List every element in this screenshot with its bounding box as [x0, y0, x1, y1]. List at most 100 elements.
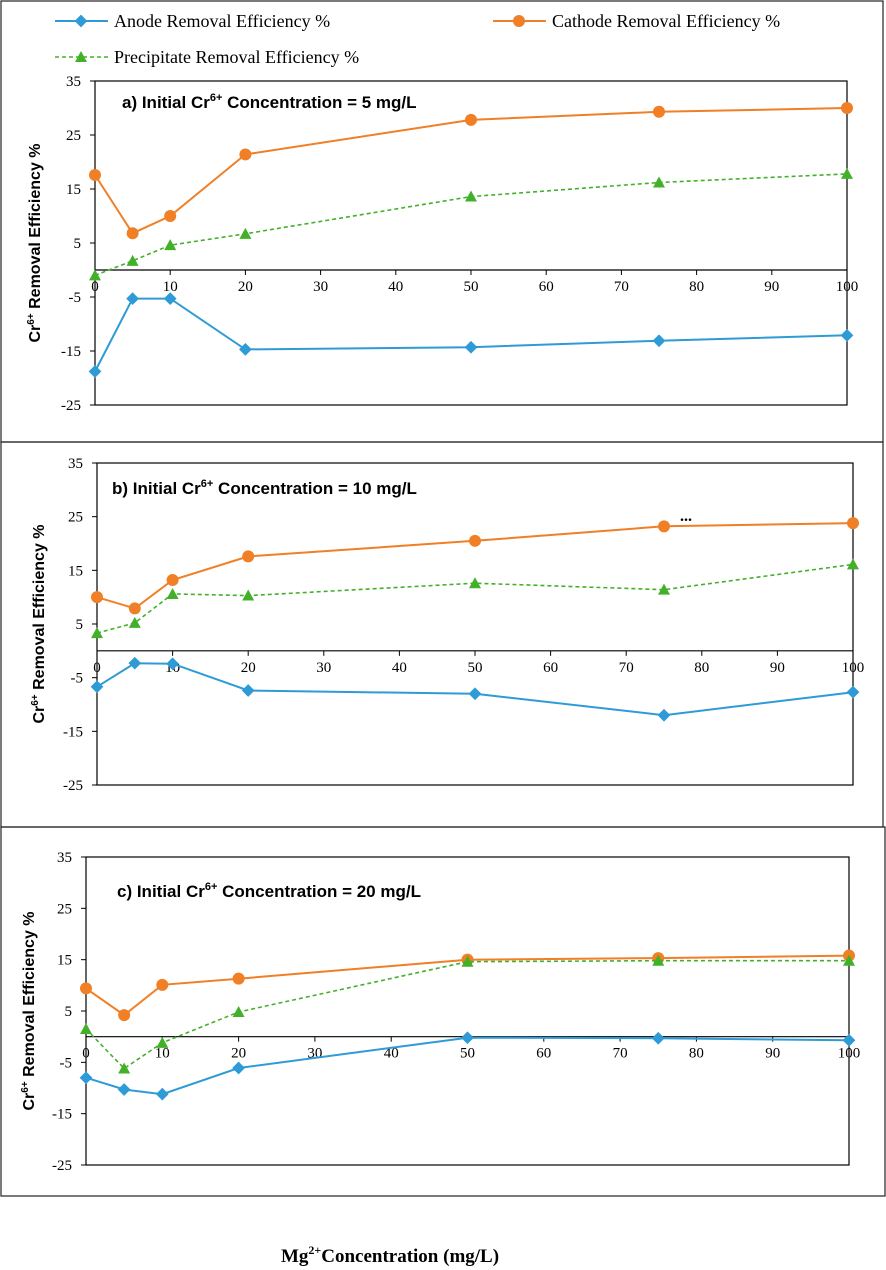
cathode-point	[126, 227, 139, 240]
y-tick-label: -15	[63, 724, 83, 740]
y-tick-label: 5	[65, 1004, 73, 1020]
x-tick-label: 70	[619, 660, 634, 676]
precipitate-point	[164, 239, 177, 251]
precipitate-point	[80, 1022, 92, 1034]
annotation-suffix: Concentration = 20 mg/L	[217, 882, 421, 901]
x-tick-label: 100	[836, 279, 859, 295]
anode-point	[657, 708, 671, 722]
annotation-sup: 6+	[201, 478, 214, 490]
legend-cathode: Cathode Removal Efficiency %	[493, 11, 780, 31]
y-tick-label: 15	[66, 182, 81, 198]
cathode-point	[91, 591, 103, 604]
cathode-series-line-a	[94, 107, 848, 235]
y-tick-label: -25	[52, 1158, 72, 1174]
panel-c-border	[0, 826, 886, 1197]
y-tick-label: -25	[61, 398, 81, 414]
anode-point	[126, 292, 139, 305]
legend-precipitate-marker	[75, 51, 87, 62]
x-tick-label: 50	[460, 1046, 475, 1062]
x-tick-label: 80	[689, 1046, 704, 1062]
precipitate-point	[843, 954, 855, 966]
x-tick-label: 60	[536, 1046, 551, 1062]
cathode-point	[658, 520, 670, 533]
cathode-point	[469, 534, 481, 547]
anode-point	[652, 334, 666, 348]
precipitate-point	[242, 589, 255, 601]
y-tick-label: 15	[68, 563, 83, 579]
anode-point	[88, 365, 102, 378]
chart-a: 35 25 15 5 -5 -15 -25 0 10 20 30 40 50 60 70 80 90 100 a) …	[26, 74, 858, 414]
y-tick-label: 25	[66, 128, 81, 144]
y-tick-label: -25	[63, 778, 83, 794]
cathode-point	[242, 550, 255, 563]
x-tick-label: 20	[238, 279, 253, 295]
anode-point	[846, 685, 860, 699]
y-label-rest: Removal Efficiency %	[31, 524, 48, 694]
legend-precipitate: Precipitate Removal Efficiency %	[55, 47, 359, 67]
annotation-b: b) Initial Cr6+ Concentration = 10 mg/L	[112, 478, 417, 498]
y-label-sup: 6+	[30, 694, 41, 706]
precipitate-point	[465, 190, 477, 202]
y-tick-label: -5	[71, 671, 84, 687]
annotation-prefix: b) Initial Cr	[112, 479, 201, 498]
precipitate-point	[232, 1006, 245, 1018]
annotation-a: a) Initial Cr6+ Concentration = 5 mg/L	[122, 92, 417, 112]
y-axis-label-a: Cr6+ Removal Efficiency %	[26, 143, 44, 342]
x-tick-label: 30	[313, 279, 328, 295]
plot-area-b	[96, 462, 854, 786]
x-tick-label: 60	[543, 660, 558, 676]
cathode-point	[156, 978, 169, 991]
chart-b: 3525155-5-15-250102030405060708090100b) …	[30, 456, 864, 794]
anode-point	[232, 1061, 245, 1075]
x-tick-label: 0	[91, 279, 99, 295]
y-tick-label: -15	[52, 1107, 72, 1123]
anode-point	[128, 656, 142, 670]
x-axis-label-sup: 2+	[308, 1243, 321, 1257]
annotation-prefix: a) Initial Cr	[122, 93, 210, 112]
cathode-point	[653, 105, 665, 118]
precipitate-point	[128, 616, 141, 628]
plot-area-c	[85, 856, 850, 1166]
x-tick-label: 0	[82, 1046, 90, 1062]
y-label-base: Cr	[21, 1093, 38, 1111]
anode-point	[464, 340, 478, 354]
plot-area-a	[94, 80, 848, 406]
y-tick-label: -5	[60, 1055, 73, 1071]
precipitate-point	[89, 269, 101, 281]
annotation-prefix: c) Initial Cr	[117, 882, 205, 901]
y-tick-label: 35	[68, 456, 83, 472]
y-tick-label: 25	[68, 510, 83, 526]
x-tick-label: 100	[842, 660, 865, 676]
y-tick-label: 5	[76, 617, 84, 633]
precipitate-point	[239, 227, 252, 239]
y-tick-label: 35	[57, 850, 72, 866]
y-label-rest: Removal Efficiency %	[27, 143, 44, 313]
legend: Anode Removal Efficiency % Cathode Remov…	[55, 11, 780, 67]
precipitate-point	[126, 254, 139, 266]
x-tick-label: 10	[163, 279, 178, 295]
anode-point	[79, 1071, 93, 1085]
x-axis-label-base: Mg	[281, 1246, 309, 1267]
legend-anode-marker	[74, 14, 88, 28]
x-tick-label: 20	[241, 660, 256, 676]
anode-point	[117, 1083, 131, 1096]
cathode-point	[239, 148, 252, 161]
x-tick-label: 60	[539, 279, 554, 295]
x-tick-label: 90	[764, 279, 779, 295]
panel-a-border	[0, 0, 884, 443]
y-tick-label: 5	[74, 236, 82, 252]
y-tick-label: 15	[57, 953, 72, 969]
cathode-point	[80, 982, 92, 995]
x-tick-label: 40	[384, 1046, 399, 1062]
panel-b-border	[0, 441, 884, 828]
x-tick-label: 50	[464, 279, 479, 295]
x-tick-label: 100	[838, 1046, 861, 1062]
precipitate-point	[469, 577, 481, 589]
legend-cathode-label: Cathode Removal Efficiency %	[552, 11, 780, 31]
x-tick-label: 0	[93, 660, 101, 676]
precipitate-series-line-b	[96, 563, 854, 634]
cathode-point	[164, 210, 177, 222]
precipitate-series-line-a	[94, 173, 848, 277]
anode-point	[239, 343, 252, 356]
anode-point	[651, 1031, 665, 1045]
